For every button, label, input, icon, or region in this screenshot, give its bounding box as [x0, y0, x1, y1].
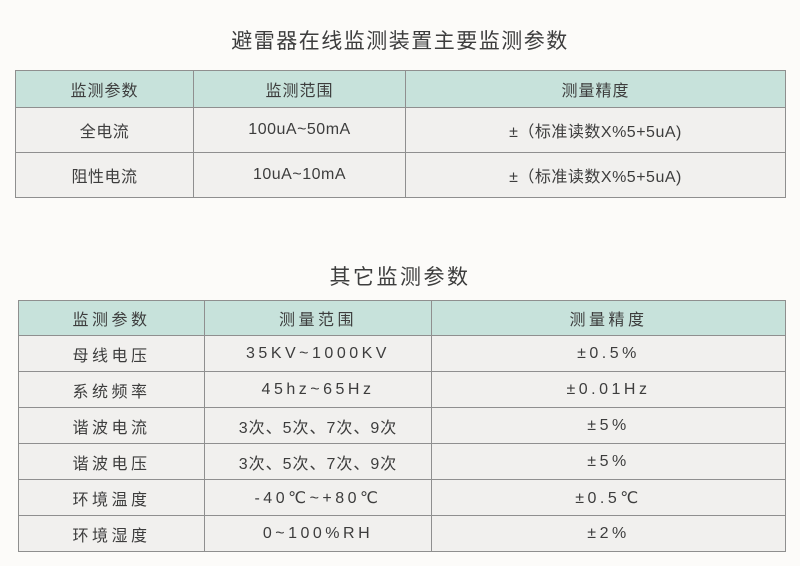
table-cell: ±5%: [431, 443, 786, 480]
table-row: 谐波电流 3次、5次、7次、9次 ±5%: [18, 407, 786, 444]
table-cell: 系统频率: [18, 371, 205, 408]
table-row: 母线电压 35KV~1000KV ±0.5%: [18, 335, 786, 372]
main-table-title: 避雷器在线监测装置主要监测参数: [231, 30, 569, 53]
table-cell: 全电流: [15, 107, 194, 153]
main-params-table-header: 监测参数 监测范围 测量精度: [15, 70, 786, 108]
other-params-table-body: 母线电压 35KV~1000KV ±0.5% 系统频率 45hz~65Hz ±0.01Hz…: [18, 335, 786, 552]
table-cell: -40℃~+80℃: [204, 479, 432, 516]
table-cell: 谐波电压: [18, 443, 205, 480]
other-params-table: 监测参数 测量范围 测量精度 母线电压 35KV~1000KV ±0.5% 系统频率 4…: [18, 300, 786, 552]
table-row: 环境湿度 0~100%RH ±2%: [18, 515, 786, 552]
table-cell: ±0.5℃: [431, 479, 786, 516]
column-header-range: 测量范围: [204, 300, 432, 336]
table-cell: ±0.5%: [431, 335, 786, 372]
table-cell: 阻性电流: [15, 152, 194, 198]
table-cell: 0~100%RH: [204, 515, 432, 552]
table-row: 环境温度 -40℃~+80℃ ±0.5℃: [18, 479, 786, 516]
table-cell: 3次、5次、7次、9次: [204, 443, 432, 480]
column-header-range: 监测范围: [193, 70, 406, 108]
table-cell: ±（标准读数X%5+5uA): [405, 152, 786, 198]
table-cell: 谐波电流: [18, 407, 205, 444]
table-row: 系统频率 45hz~65Hz ±0.01Hz: [18, 371, 786, 408]
main-params-table: 监测参数 监测范围 测量精度 全电流 100uA~50mA ±（标准读数X%5+5u…: [15, 70, 786, 198]
column-header-parameter: 监测参数: [15, 70, 194, 108]
table-cell: ±0.01Hz: [431, 371, 786, 408]
table-cell: 环境温度: [18, 479, 205, 516]
column-header-accuracy: 测量精度: [405, 70, 786, 108]
table-cell: 母线电压: [18, 335, 205, 372]
table-cell: 100uA~50mA: [193, 107, 406, 153]
header-row: 监测参数 监测范围 测量精度: [15, 70, 786, 108]
table-cell: ±5%: [431, 407, 786, 444]
table-cell: 35KV~1000KV: [204, 335, 432, 372]
table-cell: 3次、5次、7次、9次: [204, 407, 432, 444]
table-cell: 环境湿度: [18, 515, 205, 552]
header-row: 监测参数 测量范围 测量精度: [18, 300, 786, 336]
table-cell: ±2%: [431, 515, 786, 552]
column-header-accuracy: 测量精度: [431, 300, 786, 336]
table-row: 阻性电流 10uA~10mA ±（标准读数X%5+5uA): [15, 152, 786, 198]
table-cell: ±（标准读数X%5+5uA): [405, 107, 786, 153]
main-params-table-body: 全电流 100uA~50mA ±（标准读数X%5+5uA) 阻性电流 10uA~10mA…: [15, 107, 786, 198]
table-cell: 45hz~65Hz: [204, 371, 432, 408]
table-cell: 10uA~10mA: [193, 152, 406, 198]
column-header-parameter: 监测参数: [18, 300, 205, 336]
other-params-table-header: 监测参数 测量范围 测量精度: [18, 300, 786, 336]
table-row: 谐波电压 3次、5次、7次、9次 ±5%: [18, 443, 786, 480]
other-table-title: 其它监测参数: [329, 266, 471, 289]
table-row: 全电流 100uA~50mA ±（标准读数X%5+5uA): [15, 107, 786, 153]
